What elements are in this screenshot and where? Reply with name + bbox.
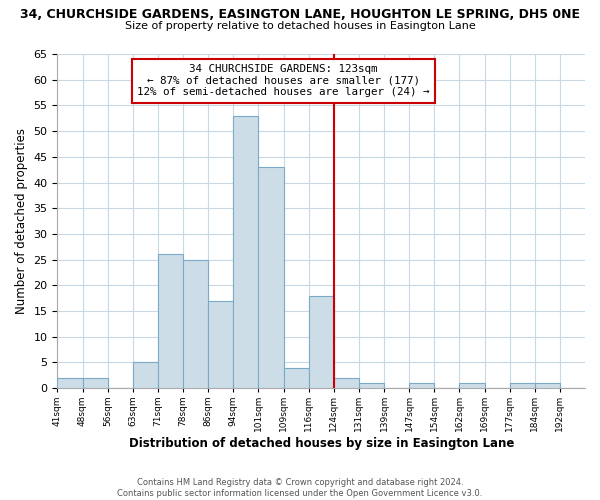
Text: 34 CHURCHSIDE GARDENS: 123sqm
← 87% of detached houses are smaller (177)
12% of : 34 CHURCHSIDE GARDENS: 123sqm ← 87% of d… xyxy=(137,64,430,98)
Bar xyxy=(158,254,183,388)
Bar xyxy=(535,383,560,388)
X-axis label: Distribution of detached houses by size in Easington Lane: Distribution of detached houses by size … xyxy=(128,437,514,450)
Bar xyxy=(208,300,233,388)
Bar xyxy=(460,383,485,388)
Bar xyxy=(334,378,359,388)
Bar xyxy=(58,378,83,388)
Bar xyxy=(259,167,284,388)
Bar xyxy=(183,260,208,388)
Y-axis label: Number of detached properties: Number of detached properties xyxy=(15,128,28,314)
Bar xyxy=(284,368,308,388)
Bar xyxy=(509,383,535,388)
Bar xyxy=(233,116,259,388)
Bar xyxy=(409,383,434,388)
Text: Contains HM Land Registry data © Crown copyright and database right 2024.
Contai: Contains HM Land Registry data © Crown c… xyxy=(118,478,482,498)
Text: 34, CHURCHSIDE GARDENS, EASINGTON LANE, HOUGHTON LE SPRING, DH5 0NE: 34, CHURCHSIDE GARDENS, EASINGTON LANE, … xyxy=(20,8,580,20)
Bar xyxy=(133,362,158,388)
Bar xyxy=(83,378,107,388)
Text: Size of property relative to detached houses in Easington Lane: Size of property relative to detached ho… xyxy=(125,21,475,31)
Bar xyxy=(359,383,384,388)
Bar xyxy=(308,296,334,388)
